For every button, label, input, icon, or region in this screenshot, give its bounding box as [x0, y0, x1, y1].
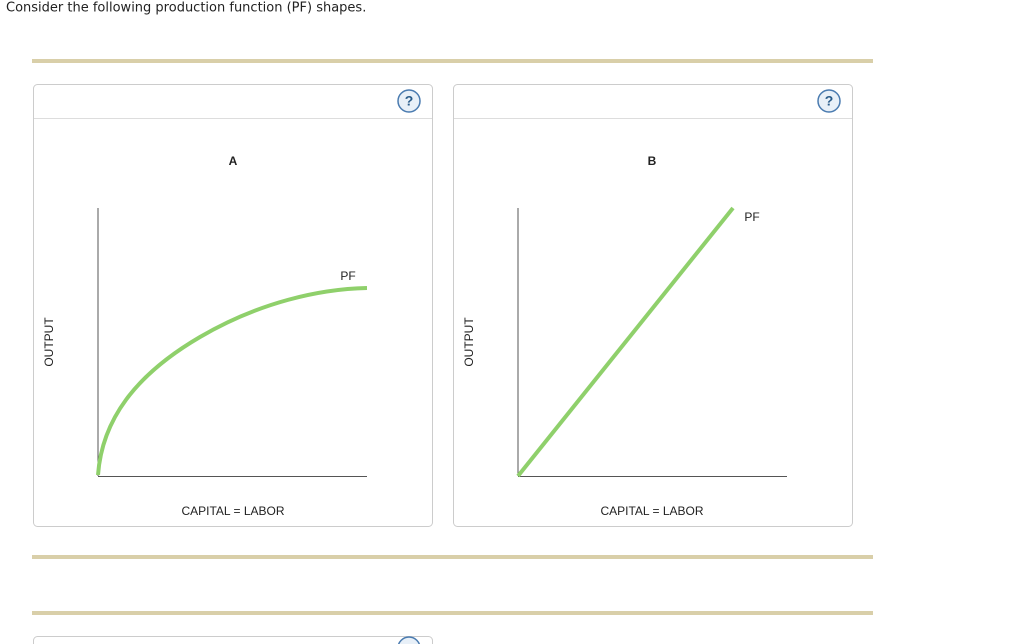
y-axis-label: OUTPUT [42, 317, 56, 367]
panel-title: B [648, 154, 657, 168]
panel-title: A [229, 154, 238, 168]
help-button[interactable] [397, 89, 421, 113]
curve-label: PF [744, 210, 759, 224]
help-button[interactable] [397, 636, 421, 644]
curve-label: PF [340, 269, 355, 283]
panel: ? B PF CAPITAL = LABOR OUTPUT [453, 84, 853, 527]
divider [32, 555, 873, 559]
help-icon[interactable]: ? [825, 93, 834, 109]
pf-line [516, 206, 735, 478]
header-text: Consider the following production functi… [6, 1, 366, 16]
divider [32, 59, 873, 63]
panel: ? A PF CAPITAL = LABOR OUTPUT [33, 84, 433, 527]
x-axis-label: CAPITAL = LABOR [181, 504, 284, 518]
y-axis-label: OUTPUT [462, 317, 476, 367]
x-axis-label: CAPITAL = LABOR [600, 504, 703, 518]
panel-frame [33, 84, 433, 527]
help-button[interactable] [817, 89, 841, 113]
panel-frame [33, 636, 433, 644]
help-icon[interactable]: ? [405, 93, 414, 109]
pf-curve [96, 286, 368, 476]
divider [32, 611, 873, 615]
